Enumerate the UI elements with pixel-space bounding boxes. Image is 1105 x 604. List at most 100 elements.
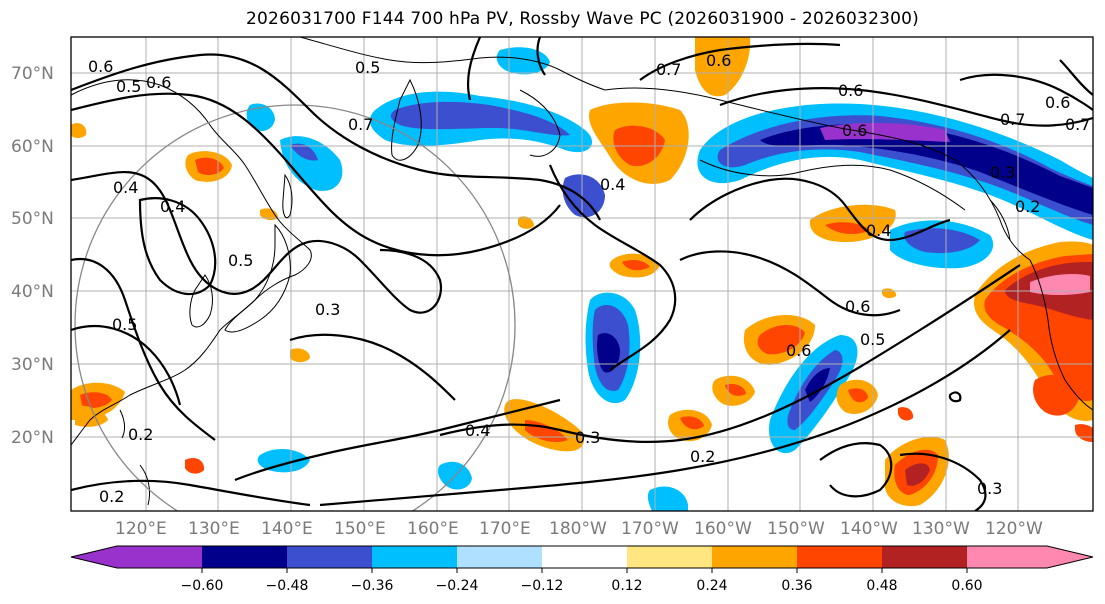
contour-label-27: 0.2 — [99, 487, 124, 506]
colorbar-extend-right — [1047, 546, 1093, 568]
anomaly-positive-hawaii-core — [680, 416, 704, 430]
colorbar-ticks — [201, 568, 968, 573]
lat-label-40n: 40°N — [11, 282, 54, 302]
colorbar-tick-1: −0.60 — [181, 578, 224, 594]
coast-alaska — [604, 87, 1031, 261]
contour-label-20: 0.6 — [845, 297, 870, 316]
longitude-labels: 120°E 130°E 140°E 150°E 160°E 170°E 180°… — [115, 519, 1043, 539]
colorbar-segment-6 — [542, 546, 627, 568]
coast-taiwan — [119, 409, 125, 439]
map-frame — [70, 36, 1094, 512]
colorbar: −0.60 −0.48 −0.36 −0.24 −0.12 0.12 0.24 … — [70, 545, 1094, 594]
contour-m — [689, 177, 951, 242]
anomaly-positive-tropic-east-peak — [905, 463, 930, 486]
contour-label-10: 0.5 — [112, 315, 137, 334]
coast-north-america — [1029, 259, 1093, 411]
map-title: 2026031700 F144 700 hPa PV, Rossby Wave … — [246, 9, 919, 29]
colorbar-tick-10: 0.60 — [951, 578, 982, 594]
anomaly-positive-small-1 — [290, 348, 310, 363]
colorbar-outline — [70, 545, 1094, 569]
contour-n — [679, 250, 901, 317]
lat-label-70n: 70°N — [11, 64, 54, 84]
colorbar-segment-5 — [457, 546, 542, 568]
anomaly-negative-gulf-core — [904, 228, 980, 254]
contour-label-2: 0.5 — [116, 77, 141, 96]
contour-label-3: 0.6 — [146, 73, 171, 92]
contour-o — [719, 87, 1093, 127]
anomaly-negative-bering-core — [390, 101, 570, 136]
lon-label-120w: 120°W — [985, 519, 1043, 539]
contour-label-28: 0.2 — [128, 425, 153, 444]
lon-label-130e: 130°E — [188, 519, 240, 539]
contour-label-7: 0.4 — [160, 197, 185, 216]
contour-label-26: 0.3 — [977, 479, 1002, 498]
coast-alaska-south — [699, 159, 966, 211]
anomaly-positive-small-2 — [260, 208, 278, 221]
colorbar-segment-1 — [117, 546, 202, 568]
contour-label-30: 0.3 — [990, 163, 1015, 182]
coast-sakhalin — [282, 173, 293, 219]
lon-label-150e: 150°E — [334, 519, 386, 539]
anomaly-positive-hawaii-north-core — [757, 324, 805, 355]
anomaly-positive-sub-mid-core — [725, 384, 746, 396]
lat-label-50n: 50°N — [11, 209, 54, 229]
coast-japan — [224, 223, 291, 333]
colorbar-segment-4 — [372, 546, 457, 568]
contour-e — [138, 197, 217, 296]
anomaly-positive-coast-max — [1030, 274, 1090, 295]
contour-label-14: 0.6 — [838, 81, 863, 100]
lon-label-120e: 120°E — [115, 519, 167, 539]
anomaly-positive-far-sw-core — [80, 392, 112, 408]
colorbar-tick-6: 0.12 — [611, 578, 642, 594]
contour-b — [71, 92, 561, 257]
contour-labels: 0.6 0.5 0.6 0.7 0.5 0.4 0.4 0.4 0.5 0.5 … — [88, 51, 1090, 506]
contour-label-29: 0.7 — [1065, 115, 1090, 134]
contour-v — [536, 37, 546, 76]
anomaly-positive-sw-2 — [75, 405, 108, 427]
anomaly-positive-nw — [71, 123, 87, 139]
colorbar-segment-3 — [287, 546, 372, 568]
coast-bc — [989, 199, 1011, 241]
colorbar-tick-9: 0.48 — [866, 578, 897, 594]
contour-label-1: 0.6 — [88, 57, 113, 76]
pv-contours — [71, 37, 1093, 511]
lon-label-170e: 170°E — [479, 519, 531, 539]
contour-label-19: 0.4 — [866, 221, 891, 240]
contour-label-8: 0.4 — [600, 175, 625, 194]
contour-k — [319, 329, 1011, 507]
colorbar-segment-8 — [712, 546, 797, 568]
anomaly-negative-alaska-peak — [820, 122, 950, 142]
contour-label-24: 0.3 — [575, 428, 600, 447]
lon-label-160e: 160°E — [407, 519, 459, 539]
contour-p — [639, 42, 841, 81]
contour-s — [1059, 59, 1093, 96]
coast-siberia-north — [299, 37, 606, 91]
anomaly-negative-alaska-deep — [760, 124, 1093, 215]
contour-c — [71, 170, 443, 314]
contour-label-13: 0.6 — [706, 51, 731, 70]
contour-label-6: 0.4 — [113, 178, 138, 197]
colorbar-extend-left — [71, 546, 117, 568]
anomaly-positive-small-3 — [518, 216, 534, 229]
contour-i — [71, 479, 311, 507]
colorbar-segment-11 — [967, 546, 1047, 568]
contour-label-16: 0.7 — [1000, 110, 1025, 129]
contour-label-5: 0.5 — [355, 58, 380, 77]
colorbar-tick-labels: −0.60 −0.48 −0.36 −0.24 −0.12 0.12 0.24 … — [181, 578, 983, 594]
coast-asia-mainland — [71, 79, 312, 446]
contour-w — [948, 391, 962, 403]
coast-korea — [189, 274, 213, 328]
anomaly-positive-kamchatka-core — [195, 157, 224, 176]
lon-label-180w: 180°W — [549, 519, 607, 539]
colorbar-tick-5: −0.12 — [521, 578, 564, 594]
contour-label-22: 0.6 — [786, 341, 811, 360]
range-circle — [74, 104, 516, 511]
contour-h — [234, 398, 561, 482]
anomaly-negative-kuril-core — [290, 143, 318, 161]
lat-label-30n: 30°N — [11, 355, 54, 375]
lon-label-140w: 140°W — [840, 519, 898, 539]
contour-q — [899, 452, 987, 511]
contour-f — [71, 325, 182, 406]
coastlines — [71, 37, 1093, 506]
